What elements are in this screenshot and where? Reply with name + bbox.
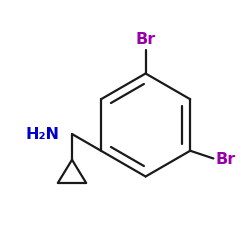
Text: H₂N: H₂N — [25, 126, 59, 142]
Text: Br: Br — [136, 32, 156, 47]
Text: Br: Br — [216, 152, 236, 167]
